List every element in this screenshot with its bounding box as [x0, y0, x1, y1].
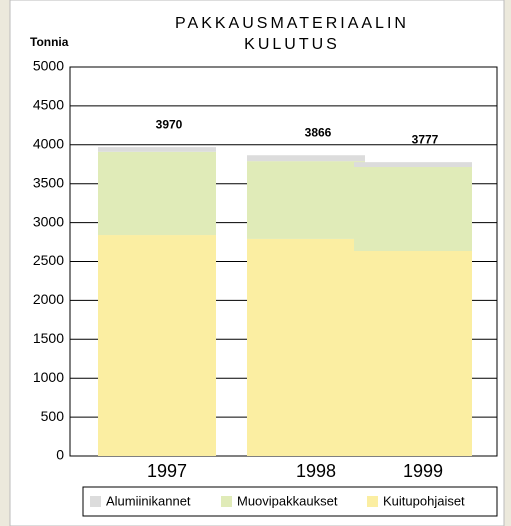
bar-segment	[354, 250, 472, 456]
y-tick-label: 3000	[33, 213, 64, 229]
bar-segment	[247, 238, 365, 456]
total-label: 3777	[412, 132, 439, 146]
y-tick-label: 3500	[33, 174, 64, 190]
x-tick-label: 1997	[147, 461, 187, 481]
y-tick-label: 1500	[33, 330, 64, 346]
bar-segment	[98, 147, 216, 152]
bar-segment	[98, 235, 216, 456]
chart-title: KULUTUS	[244, 36, 340, 53]
x-tick-label: 1999	[403, 461, 443, 481]
legend-swatch	[367, 496, 378, 507]
y-tick-label: 500	[41, 408, 65, 424]
y-tick-label: 4500	[33, 97, 64, 113]
total-label: 3970	[156, 117, 183, 131]
chart-title: PAKKAUSMATERIAALIN	[175, 15, 409, 32]
legend	[82, 486, 498, 517]
y-axis-label: Tonnia	[30, 35, 69, 49]
y-tick-label: 4000	[33, 136, 64, 152]
legend-label: Alumiinikannet	[106, 493, 191, 508]
bar-segment	[354, 162, 472, 167]
y-tick-label: 5000	[33, 58, 64, 74]
y-tick-label: 2500	[33, 252, 64, 268]
legend-swatch	[221, 496, 232, 507]
legend-swatch	[90, 496, 101, 507]
y-tick-label: 1000	[33, 369, 64, 385]
total-label: 3866	[305, 125, 332, 139]
y-tick-label: 0	[56, 447, 64, 463]
y-tick-label: 2000	[33, 291, 64, 307]
bar-segment	[247, 155, 365, 162]
bar-segment	[98, 151, 216, 236]
bar-segment	[247, 161, 365, 239]
legend-label: Muovipakkaukset	[237, 493, 338, 508]
legend-label: Kuitupohjaiset	[383, 493, 465, 508]
x-tick-label: 1998	[296, 461, 336, 481]
bar-segment	[354, 166, 472, 251]
